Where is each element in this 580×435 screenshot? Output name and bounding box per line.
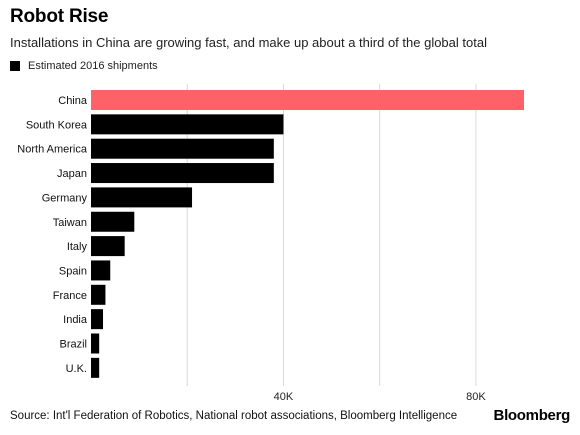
category-label: Italy [67, 241, 88, 253]
bar-france [91, 284, 106, 305]
category-label: Taiwan [53, 217, 87, 229]
source-note: Source: Int'l Federation of Robotics, Na… [10, 410, 458, 422]
category-label: Germany [42, 192, 88, 204]
bar-germany [91, 187, 193, 208]
category-label: South Korea [26, 119, 88, 131]
legend-label: Estimated 2016 shipments [28, 60, 158, 72]
bar-north-america [91, 138, 274, 159]
bar-brazil [91, 333, 100, 354]
category-label: France [53, 290, 87, 302]
category-label: Brazil [59, 339, 87, 351]
category-label: China [58, 95, 88, 107]
category-label: Spain [59, 265, 87, 277]
bar-china [91, 90, 524, 110]
bloomberg-logo: Bloomberg [493, 407, 571, 424]
legend: Estimated 2016 shipments [10, 60, 158, 72]
category-label: U.K. [66, 363, 87, 375]
category-label: North America [17, 144, 88, 156]
bar-japan [91, 163, 274, 184]
bar-india [91, 309, 104, 330]
bar-south-korea [91, 114, 284, 135]
chart-subtitle: Installations in China are growing fast,… [10, 35, 487, 50]
category-label: Japan [57, 168, 87, 180]
legend-swatch [10, 61, 20, 71]
bar-u-k [91, 357, 100, 378]
bar-spain [91, 260, 111, 281]
bar-italy [91, 236, 125, 257]
x-tick-label: 80K [466, 391, 486, 403]
chart-title: Robot Rise [10, 6, 109, 27]
x-tick-label: 40K [274, 391, 294, 403]
bar-taiwan [91, 211, 135, 232]
category-label: India [63, 314, 88, 326]
